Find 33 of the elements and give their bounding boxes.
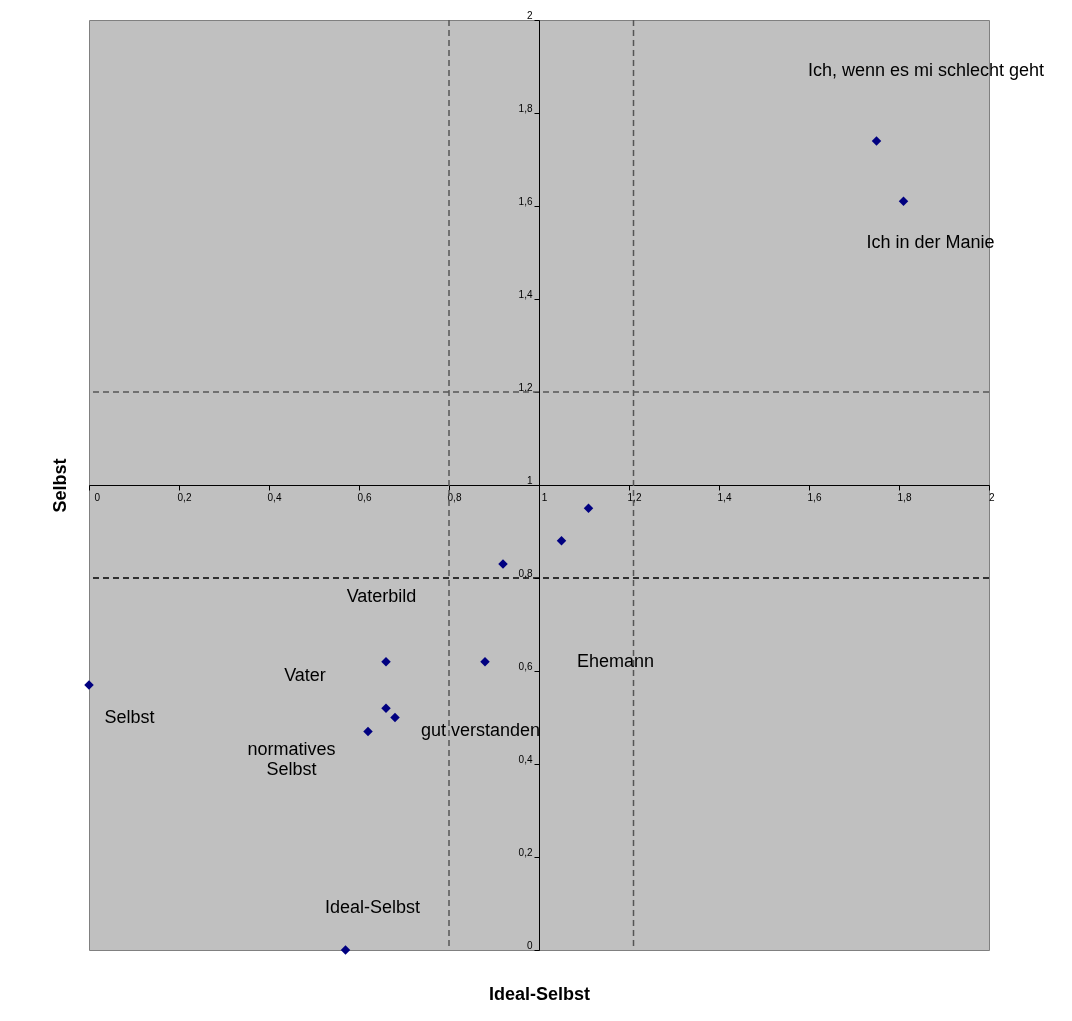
annotation: Ehemann	[576, 650, 655, 671]
x-axis-title: Ideal-Selbst	[488, 983, 591, 1004]
annotation: Ideal-Selbst	[324, 897, 421, 918]
x-tick-label: 0	[94, 491, 101, 503]
annotation: Ich in der Manie	[866, 232, 995, 253]
annotation: Selbst	[104, 706, 155, 727]
y-tick-label: 1,8	[518, 102, 533, 114]
x-tick-label: 1,6	[807, 491, 822, 503]
annotation: gut verstanden	[420, 720, 541, 741]
y-tick-label: 0,4	[518, 753, 533, 765]
x-tick-label: 0,6	[357, 491, 372, 503]
x-tick-label: 1,2	[627, 491, 642, 503]
x-tick-label: 1,8	[897, 491, 912, 503]
y-tick-label: 1,2	[518, 381, 533, 393]
y-tick-label: 0	[526, 939, 533, 951]
x-tick-label: 1,4	[717, 491, 732, 503]
annotation: Vater	[284, 664, 326, 685]
y-tick-label: 1	[526, 474, 533, 486]
annotation: Vaterbild	[346, 585, 417, 606]
x-tick-label: 0,8	[447, 491, 462, 503]
annotation: normatives Selbst	[247, 739, 336, 780]
y-tick-label: 2	[526, 9, 533, 21]
x-tick-label: 1	[541, 491, 548, 503]
y-tick-label: 0,8	[518, 567, 533, 579]
x-tick-label: 0,4	[267, 491, 282, 503]
x-tick-label: 2	[988, 491, 995, 503]
y-tick-label: 1,4	[518, 288, 533, 300]
y-tick-label: 0,6	[518, 660, 533, 672]
x-tick-label: 0,2	[177, 491, 192, 503]
annotation: Ich, wenn es mi schlecht geht	[807, 60, 1045, 81]
y-axis-title: Selbst	[49, 458, 70, 513]
y-tick-label: 1,6	[518, 195, 533, 207]
y-tick-label: 0,2	[518, 846, 533, 858]
